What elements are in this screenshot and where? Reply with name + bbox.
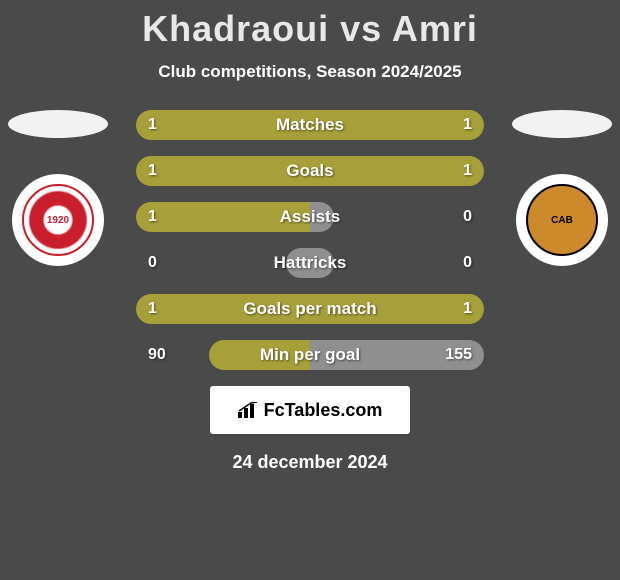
bar-right-fill xyxy=(310,248,334,278)
right-player-col: CAB xyxy=(512,110,612,266)
right-club-badge: CAB xyxy=(516,174,608,266)
left-club-year: 1920 xyxy=(47,215,69,226)
stat-row: 10Assists xyxy=(136,202,484,232)
left-club-logo: 1920 xyxy=(22,184,94,256)
bar-right-value: 1 xyxy=(451,294,484,324)
bar-left-value: 1 xyxy=(136,294,169,324)
left-club-badge: 1920 xyxy=(12,174,104,266)
bar-left-fill xyxy=(286,248,310,278)
chart-icon xyxy=(238,402,258,418)
bar-right-value: 155 xyxy=(433,340,484,370)
bar-left-value: 1 xyxy=(136,156,169,186)
bar-right-value: 1 xyxy=(451,156,484,186)
stat-row: 11Matches xyxy=(136,110,484,140)
right-club-logo: CAB xyxy=(526,184,598,256)
stat-row: 00Hattricks xyxy=(136,248,484,278)
bar-right-fill xyxy=(310,202,334,232)
bar-right-value: 0 xyxy=(451,248,484,278)
branding-badge: FcTables.com xyxy=(210,386,410,434)
left-player-photo xyxy=(8,110,108,138)
right-player-photo xyxy=(512,110,612,138)
bar-left-value: 90 xyxy=(136,340,178,370)
stat-row: 90155Min per goal xyxy=(136,340,484,370)
stat-row: 11Goals xyxy=(136,156,484,186)
bar-left-value: 0 xyxy=(136,248,169,278)
stats-bars: 11Matches11Goals10Assists00Hattricks11Go… xyxy=(136,110,484,370)
branding-text: FcTables.com xyxy=(264,400,383,421)
bar-left-value: 1 xyxy=(136,110,169,140)
left-player-col: 1920 xyxy=(8,110,108,266)
comparison-main: 1920 CAB 11Matches11Goals10Assists00Hatt… xyxy=(0,110,620,370)
subtitle: Club competitions, Season 2024/2025 xyxy=(0,62,620,82)
date-text: 24 december 2024 xyxy=(0,452,620,473)
bar-left-fill xyxy=(209,340,310,370)
bar-left-value: 1 xyxy=(136,202,169,232)
right-club-short: CAB xyxy=(551,215,573,226)
page-title: Khadraoui vs Amri xyxy=(0,0,620,50)
stat-row: 11Goals per match xyxy=(136,294,484,324)
bar-right-value: 1 xyxy=(451,110,484,140)
bar-right-value: 0 xyxy=(451,202,484,232)
